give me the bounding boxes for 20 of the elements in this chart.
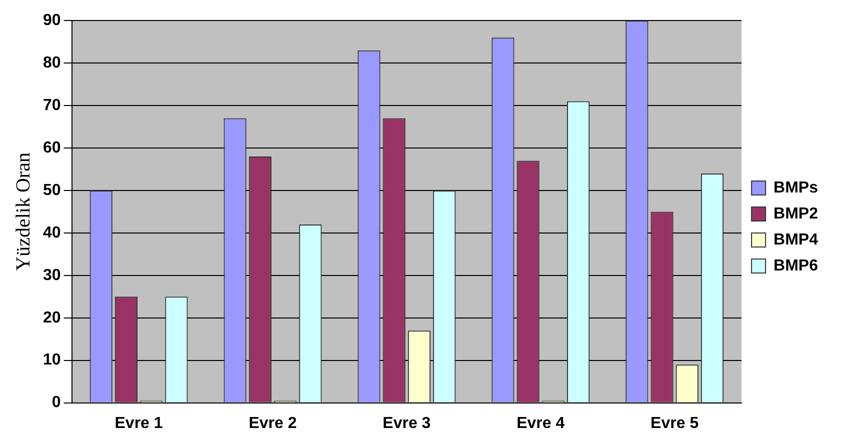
x-tick-label: Evre 2 <box>248 414 297 432</box>
y-tick-label: 50 <box>43 182 61 199</box>
y-tick-label: 10 <box>43 352 61 369</box>
y-tick-label: 60 <box>43 139 61 156</box>
legend-label: BMP6 <box>774 257 818 274</box>
x-tick-label: Evre 5 <box>650 414 699 432</box>
y-tick-label: 40 <box>43 224 61 242</box>
y-tick-label: 90 <box>43 12 61 30</box>
y-tick-label: 30 <box>43 266 61 284</box>
x-tick-label: Evre 4 <box>516 414 565 432</box>
y-tick-label: 20 <box>43 309 61 326</box>
x-tick-label: Evre 1 <box>114 414 163 432</box>
y-axis-title: Yüzdelik Oran <box>12 152 34 271</box>
x-tick-label: Evre 3 <box>382 414 431 432</box>
y-tick-label: 80 <box>43 54 61 72</box>
legend-label: BMPs <box>774 179 818 196</box>
legend-label: BMP2 <box>774 205 818 222</box>
legend-label: BMP4 <box>774 231 818 248</box>
y-tick-label: 0 <box>52 394 61 412</box>
y-tick-label: 70 <box>43 96 61 114</box>
